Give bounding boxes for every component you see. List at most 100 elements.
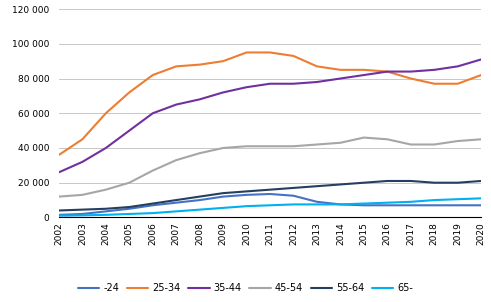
- -24: [150, 204, 156, 207]
- 25-34: [126, 91, 132, 94]
- -24: [103, 210, 109, 213]
- -24: [267, 192, 273, 196]
- -24: [80, 212, 85, 216]
- 55-64: [103, 207, 109, 210]
- -24: [56, 213, 62, 217]
- 45-54: [173, 158, 179, 162]
- 35-44: [478, 58, 484, 61]
- 45-54: [80, 193, 85, 197]
- 45-54: [220, 146, 226, 150]
- 45-54: [291, 144, 297, 148]
- 65-: [220, 206, 226, 210]
- 45-54: [244, 144, 249, 148]
- 45-54: [408, 143, 414, 146]
- 65-: [173, 210, 179, 213]
- 25-34: [103, 111, 109, 115]
- 55-64: [337, 183, 343, 186]
- 55-64: [150, 202, 156, 205]
- 45-54: [384, 137, 390, 141]
- -24: [408, 204, 414, 207]
- 35-44: [126, 129, 132, 132]
- 65-: [337, 203, 343, 206]
- 55-64: [408, 179, 414, 183]
- Line: -24: -24: [59, 194, 481, 215]
- 35-44: [220, 91, 226, 94]
- 45-54: [126, 181, 132, 185]
- -24: [337, 203, 343, 206]
- -24: [244, 193, 249, 197]
- 55-64: [126, 205, 132, 209]
- 45-54: [478, 137, 484, 141]
- 55-64: [244, 190, 249, 193]
- 45-54: [103, 188, 109, 191]
- -24: [384, 204, 390, 207]
- Line: 45-54: 45-54: [59, 137, 481, 197]
- 25-34: [455, 82, 461, 85]
- 65-: [197, 208, 203, 211]
- -24: [455, 204, 461, 207]
- 55-64: [173, 198, 179, 202]
- 55-64: [197, 195, 203, 198]
- 55-64: [314, 184, 320, 188]
- 25-34: [337, 68, 343, 72]
- 65-: [455, 198, 461, 201]
- 45-54: [314, 143, 320, 146]
- 35-44: [314, 80, 320, 84]
- -24: [197, 198, 203, 202]
- 55-64: [291, 186, 297, 190]
- 65-: [150, 211, 156, 215]
- 25-34: [197, 63, 203, 66]
- 35-44: [244, 85, 249, 89]
- Line: 65-: 65-: [59, 198, 481, 216]
- 35-44: [455, 65, 461, 68]
- 55-64: [431, 181, 437, 185]
- -24: [314, 200, 320, 204]
- 25-34: [384, 70, 390, 73]
- Line: 55-64: 55-64: [59, 181, 481, 210]
- 35-44: [408, 70, 414, 73]
- -24: [291, 194, 297, 198]
- 65-: [478, 197, 484, 200]
- 65-: [314, 203, 320, 206]
- 55-64: [220, 191, 226, 195]
- 25-34: [291, 54, 297, 58]
- 55-64: [455, 181, 461, 185]
- -24: [478, 204, 484, 207]
- 65-: [126, 212, 132, 216]
- 65-: [244, 204, 249, 208]
- 65-: [384, 201, 390, 204]
- 65-: [408, 200, 414, 204]
- 45-54: [56, 195, 62, 198]
- 35-44: [103, 146, 109, 150]
- -24: [220, 195, 226, 198]
- 25-34: [244, 51, 249, 54]
- 35-44: [80, 160, 85, 164]
- Legend: -24, 25-34, 35-44, 45-54, 55-64, 65-: -24, 25-34, 35-44, 45-54, 55-64, 65-: [74, 279, 417, 297]
- 25-34: [80, 137, 85, 141]
- 45-54: [337, 141, 343, 145]
- 35-44: [431, 68, 437, 72]
- 65-: [80, 214, 85, 217]
- 25-34: [267, 51, 273, 54]
- 35-44: [361, 73, 367, 77]
- 45-54: [431, 143, 437, 146]
- -24: [431, 204, 437, 207]
- 35-44: [384, 70, 390, 73]
- 25-34: [150, 73, 156, 77]
- 25-34: [408, 77, 414, 80]
- 45-54: [150, 169, 156, 172]
- 55-64: [384, 179, 390, 183]
- 25-34: [314, 65, 320, 68]
- 65-: [103, 213, 109, 217]
- 65-: [56, 214, 62, 217]
- 65-: [361, 202, 367, 205]
- 65-: [431, 198, 437, 202]
- 55-64: [361, 181, 367, 185]
- 35-44: [56, 170, 62, 174]
- -24: [361, 204, 367, 207]
- -24: [173, 201, 179, 204]
- 25-34: [478, 73, 484, 77]
- 35-44: [150, 111, 156, 115]
- 55-64: [56, 209, 62, 212]
- Line: 35-44: 35-44: [59, 59, 481, 172]
